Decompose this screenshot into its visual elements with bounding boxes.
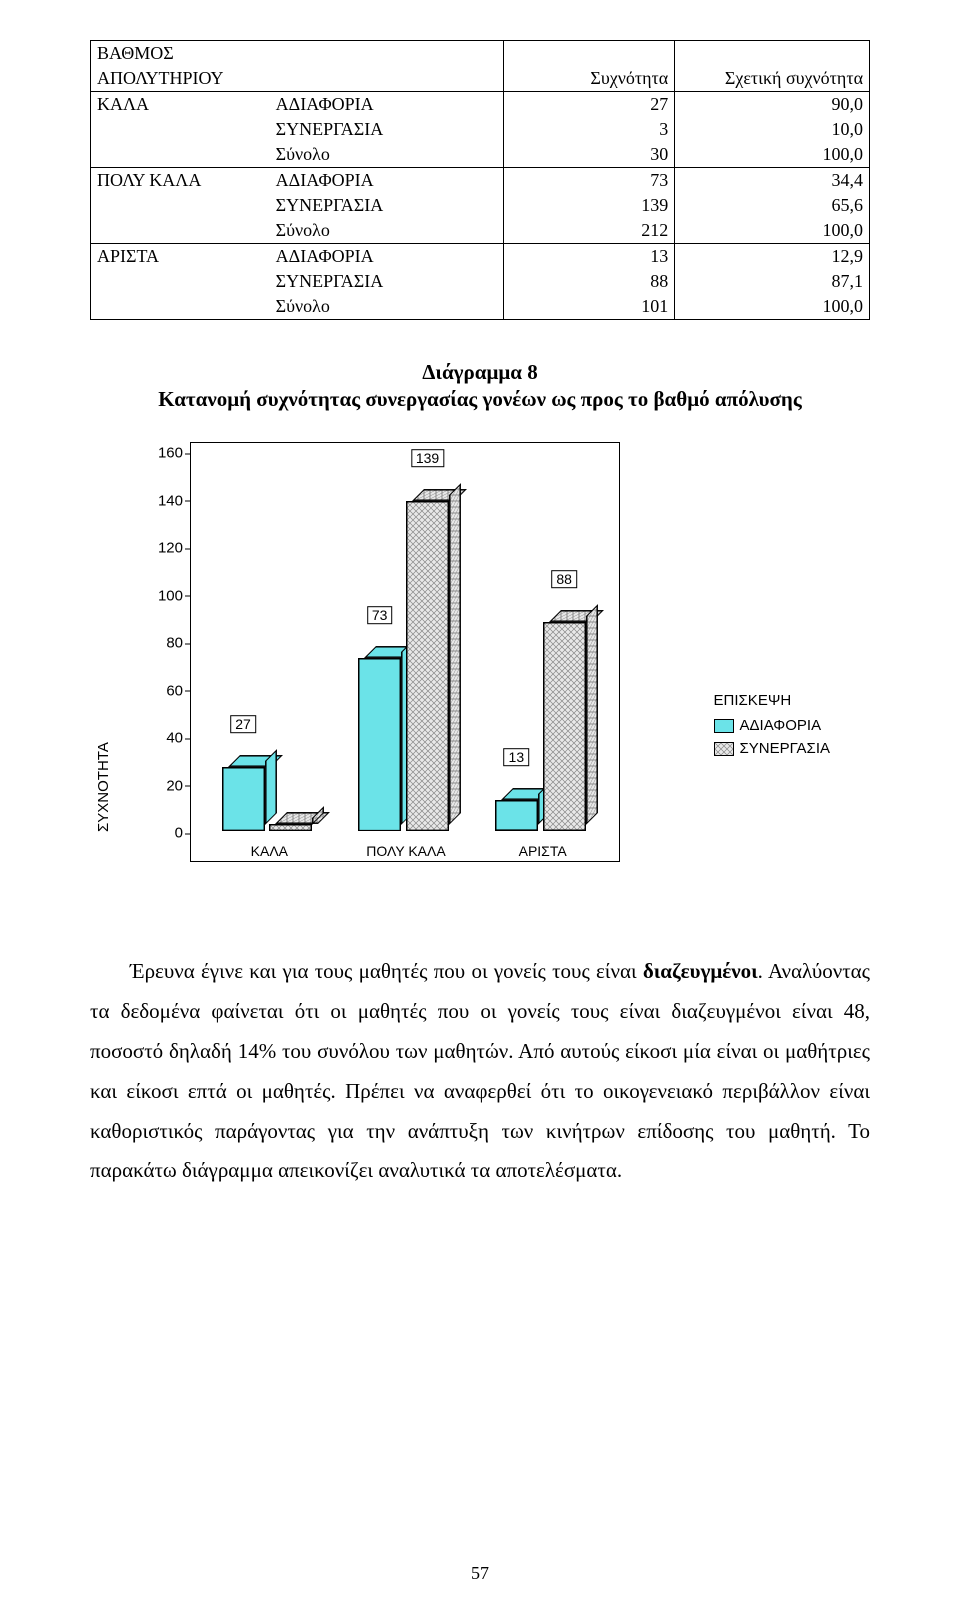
rel-cell: 65,6 xyxy=(675,193,870,218)
bar xyxy=(495,800,538,831)
legend-title: ΕΠΙΣΚΕΨΗ xyxy=(714,692,830,709)
freq-cell: 212 xyxy=(503,218,674,244)
cat-cell xyxy=(91,117,270,142)
sub-cell: ΣΥΝΕΡΓΑΣΙΑ xyxy=(270,269,504,294)
sub-cell: ΑΔΙΑΦΟΡΙΑ xyxy=(270,92,504,118)
rel-cell: 100,0 xyxy=(675,142,870,168)
y-axis-label: ΣΥΧΝΟΤΗΤΑ xyxy=(95,742,112,832)
freq-cell: 13 xyxy=(503,244,674,270)
sub-cell: Σύνολο xyxy=(270,294,504,320)
xcat-label: ΚΑΛΑ xyxy=(251,843,288,859)
bar-value-label: 73 xyxy=(367,606,393,624)
xcat-label: ΑΡΙΣΤΑ xyxy=(519,843,567,859)
cat-cell: ΚΑΛΑ xyxy=(91,92,270,118)
bar-value-label: 27 xyxy=(230,715,256,733)
rel-cell: 90,0 xyxy=(675,92,870,118)
legend-label: ΑΔΙΑΦΟΡΙΑ xyxy=(740,717,822,734)
body-text-1: Έρευνα έγινε και για τους μαθητές που οι… xyxy=(130,959,643,983)
th-relfreq: Σχετική συχνότητα xyxy=(675,66,870,92)
cat-cell: ΠΟΛΥ ΚΑΛΑ xyxy=(91,168,270,194)
bar xyxy=(543,622,586,831)
legend-item: ΣΥΝΕΡΓΑΣΙΑ xyxy=(714,740,830,757)
freq-cell: 139 xyxy=(503,193,674,218)
freq-cell: 73 xyxy=(503,168,674,194)
bar xyxy=(222,767,265,831)
ytick: 80 xyxy=(151,635,183,652)
freq-cell: 101 xyxy=(503,294,674,320)
frequency-table: ΒΑΘΜΟΣΑΠΟΛΥΤΗΡΙΟΥΣυχνότηταΣχετική συχνότ… xyxy=(90,40,870,320)
rel-cell: 100,0 xyxy=(675,218,870,244)
body-paragraph: Έρευνα έγινε και για τους μαθητές που οι… xyxy=(90,952,870,1191)
cat-cell xyxy=(91,294,270,320)
sub-cell: ΣΥΝΕΡΓΑΣΙΑ xyxy=(270,117,504,142)
sub-cell: Σύνολο xyxy=(270,142,504,168)
bar xyxy=(406,501,449,831)
bar-value-label: 139 xyxy=(411,449,444,467)
ytick: 0 xyxy=(151,825,183,842)
rel-cell: 87,1 xyxy=(675,269,870,294)
page-number: 57 xyxy=(471,1563,489,1584)
cat-cell: ΑΡΙΣΤΑ xyxy=(91,244,270,270)
legend: ΕΠΙΣΚΕΨΗ ΑΔΙΑΦΟΡΙΑ ΣΥΝΕΡΓΑΣΙΑ xyxy=(714,692,830,763)
ytick: 140 xyxy=(151,492,183,509)
chart-number: Διάγραμμα 8 xyxy=(90,360,870,385)
ytick: 100 xyxy=(151,587,183,604)
freq-cell: 30 xyxy=(503,142,674,168)
bar xyxy=(358,658,401,831)
cat-cell xyxy=(91,269,270,294)
freq-cell: 27 xyxy=(503,92,674,118)
ytick: 40 xyxy=(151,730,183,747)
rel-cell: 10,0 xyxy=(675,117,870,142)
sub-cell: ΑΔΙΑΦΟΡΙΑ xyxy=(270,244,504,270)
rel-cell: 100,0 xyxy=(675,294,870,320)
ytick: 120 xyxy=(151,540,183,557)
bar-chart: ΣΥΧΝΟΤΗΤΑ 27731391388 020406080100120140… xyxy=(130,442,830,912)
ytick: 160 xyxy=(151,445,183,462)
legend-item: ΑΔΙΑΦΟΡΙΑ xyxy=(714,717,830,734)
legend-label: ΣΥΝΕΡΓΑΣΙΑ xyxy=(740,740,830,757)
chart-title: Κατανομή συχνότητας συνεργασίας γονέων ω… xyxy=(90,387,870,412)
cat-cell xyxy=(91,193,270,218)
rel-cell: 34,4 xyxy=(675,168,870,194)
sub-cell: Σύνολο xyxy=(270,218,504,244)
bar-value-label: 88 xyxy=(551,570,577,588)
freq-cell: 3 xyxy=(503,117,674,142)
sub-cell: ΣΥΝΕΡΓΑΣΙΑ xyxy=(270,193,504,218)
th-freq: Συχνότητα xyxy=(503,66,674,92)
bar-value-label: 13 xyxy=(504,748,530,766)
xcat-label: ΠΟΛΥ ΚΑΛΑ xyxy=(366,843,445,859)
bar xyxy=(269,824,312,831)
cat-cell xyxy=(91,218,270,244)
rel-cell: 12,9 xyxy=(675,244,870,270)
th-grade: ΒΑΘΜΟΣ xyxy=(91,41,270,67)
cat-cell xyxy=(91,142,270,168)
body-text-2: . Αναλύοντας τα δεδομένα φαίνεται ότι οι… xyxy=(90,959,870,1182)
freq-cell: 88 xyxy=(503,269,674,294)
ytick: 20 xyxy=(151,777,183,794)
body-bold: διαζευγμένοι xyxy=(643,959,758,983)
ytick: 60 xyxy=(151,682,183,699)
plot-area: 27731391388 020406080100120140160ΚΑΛΑΠΟΛ… xyxy=(190,442,620,862)
sub-cell: ΑΔΙΑΦΟΡΙΑ xyxy=(270,168,504,194)
